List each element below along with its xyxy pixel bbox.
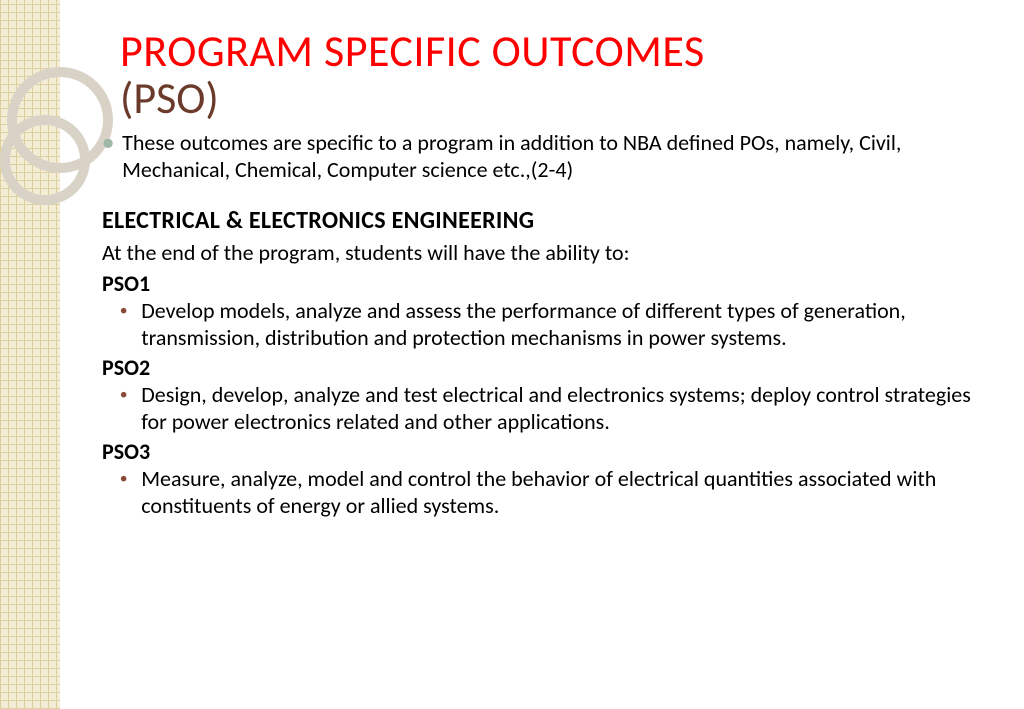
pso1-row: ● Develop models, analyze and assess the…: [120, 297, 976, 352]
pso2-row: ● Design, develop, analyze and test elec…: [120, 381, 976, 436]
disc-bullet-icon: ●: [102, 131, 114, 155]
slide-title-line2: (PSO): [120, 74, 976, 122]
pso3-row: ● Measure, analyze, model and control th…: [120, 465, 976, 520]
dot-bullet-icon: ●: [120, 388, 127, 402]
intro-bullet-row: ● These outcomes are specific to a progr…: [102, 129, 976, 184]
pso2-label: PSO2: [102, 354, 976, 381]
pso3-label: PSO3: [102, 438, 976, 465]
pso1-label: PSO1: [102, 270, 976, 297]
pso3-text: Measure, analyze, model and control the …: [141, 465, 976, 520]
pso1-text: Develop models, analyze and assess the p…: [141, 297, 976, 352]
pso2-text: Design, develop, analyze and test electr…: [141, 381, 976, 436]
decorative-left-border: [0, 0, 60, 709]
section-heading: ELECTRICAL & ELECTRONICS ENGINEERING: [102, 206, 976, 235]
intro-text: These outcomes are specific to a program…: [122, 129, 976, 184]
dot-bullet-icon: ●: [120, 472, 127, 486]
slide-content: PROGRAM SPECIFIC OUTCOMES (PSO) ● These …: [120, 28, 976, 522]
lead-in-text: At the end of the program, students will…: [102, 239, 976, 266]
dot-bullet-icon: ●: [120, 304, 127, 318]
slide-title-line1: PROGRAM SPECIFIC OUTCOMES: [120, 28, 976, 74]
